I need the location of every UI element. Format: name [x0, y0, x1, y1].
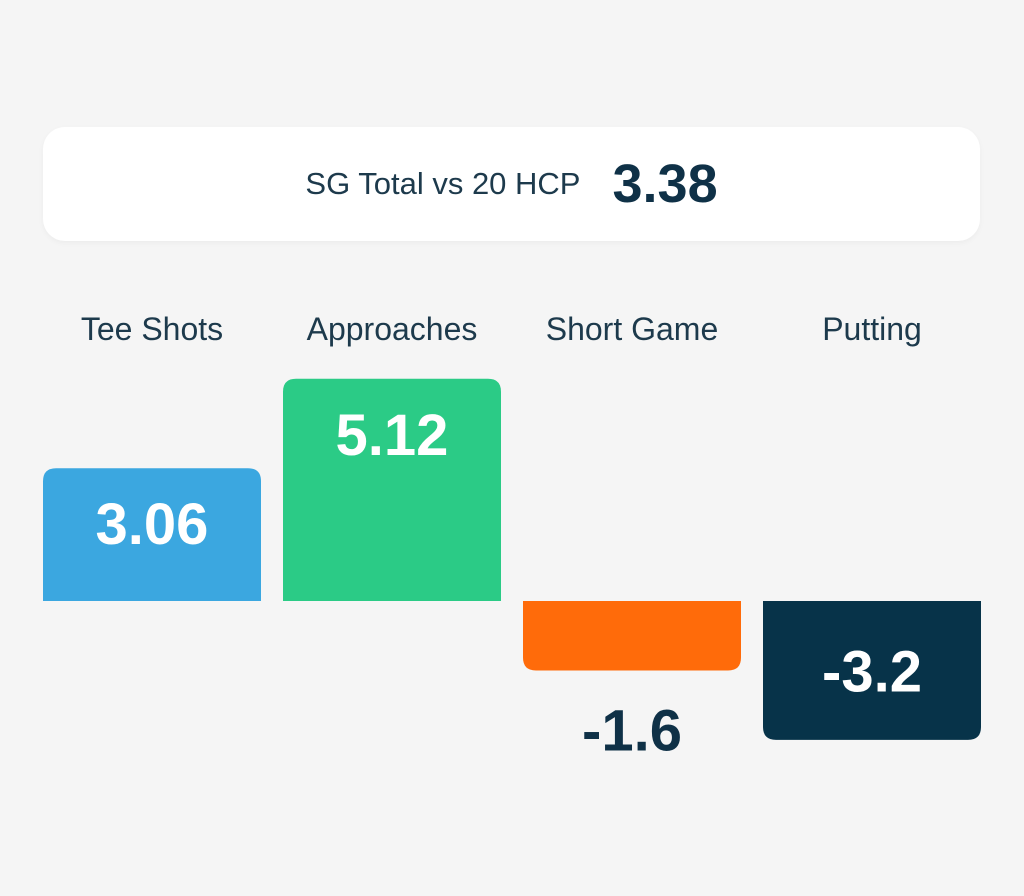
value-label-putting: -3.2 [822, 639, 922, 704]
category-label-putting: Putting [822, 311, 922, 347]
bar-approaches [283, 378, 501, 601]
bar-putting [763, 601, 981, 740]
category-label-short-game: Short Game [546, 311, 719, 347]
value-labels: 3.06 5.12 -1.6 -3.2 [96, 403, 922, 764]
sg-total-value: 3.38 [612, 154, 718, 214]
sg-total-card: SG Total vs 20 HCP 3.38 [43, 127, 980, 241]
value-label-short-game: -1.6 [582, 698, 682, 763]
value-label-tee-shots: 3.06 [96, 492, 209, 557]
value-label-approaches: 5.12 [336, 403, 449, 468]
bar-short-game [523, 601, 741, 671]
category-label-approaches: Approaches [307, 311, 478, 347]
sg-total-label: SG Total vs 20 HCP [305, 166, 581, 201]
category-labels: Tee Shots Approaches Short Game Putting [81, 311, 922, 347]
bar-tee-shots [43, 468, 261, 601]
bars [43, 378, 981, 740]
category-label-tee-shots: Tee Shots [81, 311, 223, 347]
